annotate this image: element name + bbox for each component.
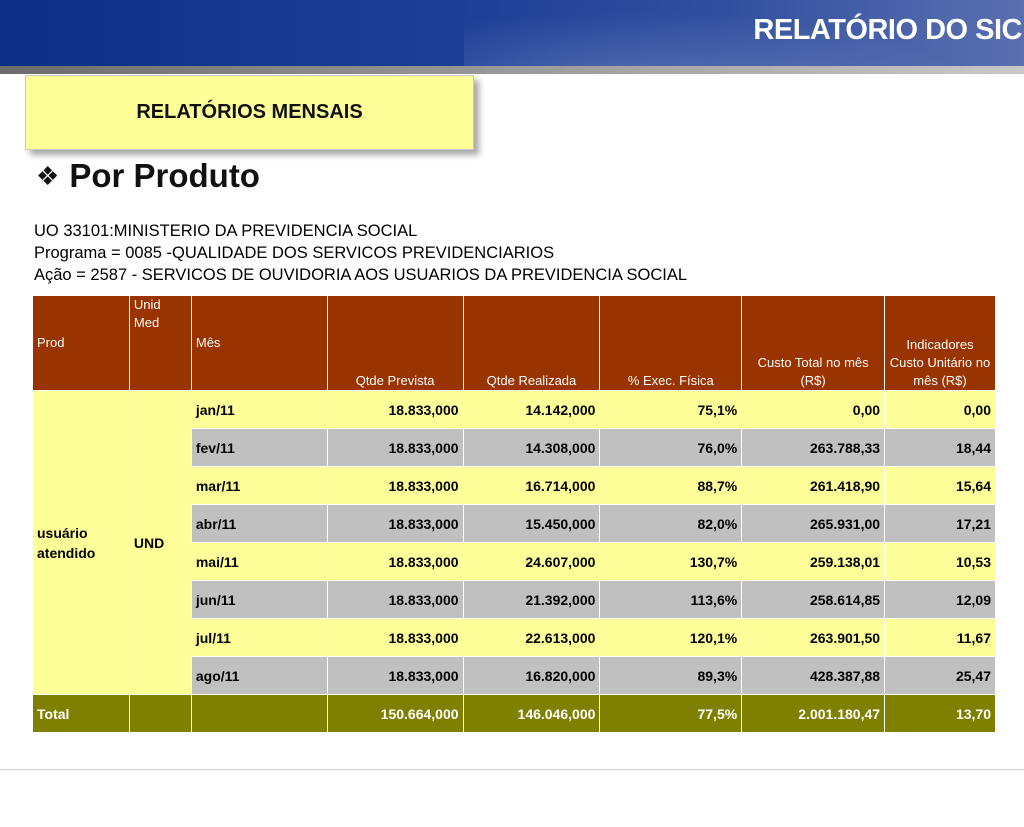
report-title: RELATÓRIO DO SIC [753, 14, 1022, 46]
cell-prod: usuário atendido [32, 390, 130, 695]
cell-realizada: 14.142,000 [462, 390, 601, 429]
cell-total-label: Total [32, 694, 130, 733]
header-custo-total: Custo Total no mês (R$) [741, 295, 886, 391]
cell-total-empty [190, 694, 328, 733]
callout-label: RELATÓRIOS MENSAIS [136, 101, 363, 123]
section-heading: ❖ Por Produto [36, 156, 260, 196]
cell-exec: 76,0% [599, 428, 743, 467]
header-exec-fisica: % Exec. Física [599, 295, 743, 391]
info-programa: Programa = 0085 -QUALIDADE DOS SERVICOS … [34, 244, 555, 262]
table-row: mar/11 18.833,000 16.714,000 88,7% 261.4… [33, 466, 996, 505]
cell-exec: 113,6% [599, 580, 743, 619]
cell-realizada: 22.613,000 [462, 618, 601, 657]
cell-realizada: 24.607,000 [462, 542, 601, 581]
cell-realizada: 21.392,000 [462, 580, 601, 619]
info-uo: UO 33101:MINISTERIO DA PREVIDENCIA SOCIA… [34, 222, 418, 240]
table-row: fev/11 18.833,000 14.308,000 76,0% 263.7… [33, 428, 996, 467]
table-row: ago/11 18.833,000 16.820,000 89,3% 428.3… [33, 656, 996, 695]
cell-total-empty [128, 694, 192, 733]
cell-realizada: 16.714,000 [462, 466, 601, 505]
cell-exec: 120,1% [599, 618, 743, 657]
cell-mes: mar/11 [190, 466, 328, 505]
table-row: usuário atendido UND jan/11 18.833,000 1… [32, 390, 996, 695]
cell-exec: 130,7% [599, 542, 743, 581]
cell-mes: mai/11 [190, 542, 328, 581]
cell-mes: jul/11 [190, 618, 328, 657]
cell-mes: jun/11 [190, 580, 328, 619]
cell-unit: 15,64 [884, 466, 996, 505]
banner-stripe [0, 66, 1024, 74]
cell-unit: 17,21 [884, 504, 996, 543]
cell-total-custo: 2.001.180,47 [741, 694, 886, 733]
callout-box: RELATÓRIOS MENSAIS [25, 75, 474, 150]
cell-custo: 265.931,00 [741, 504, 886, 543]
table-total-row: Total 150.664,000 146.046,000 77,5% 2.00… [32, 694, 996, 733]
cell-prevista: 18.833,000 [326, 390, 464, 429]
footer-divider [0, 769, 1024, 770]
cell-unit: 0,00 [884, 390, 996, 429]
cell-prevista: 18.833,000 [326, 580, 464, 619]
cell-unit: 11,67 [884, 618, 996, 657]
title-banner: RELATÓRIO DO SIC [0, 0, 1024, 66]
info-block: UO 33101:MINISTERIO DA PREVIDENCIA SOCIA… [34, 220, 687, 286]
cell-realizada: 16.820,000 [462, 656, 601, 695]
cell-exec: 75,1% [599, 390, 743, 429]
cell-total-unit: 13,70 [884, 694, 996, 733]
cell-exec: 89,3% [599, 656, 743, 695]
cell-custo: 261.418,90 [741, 466, 886, 505]
cell-prevista: 18.833,000 [326, 618, 464, 657]
cell-prevista: 18.833,000 [326, 656, 464, 695]
cell-unit: 12,09 [884, 580, 996, 619]
cell-prevista: 18.833,000 [326, 428, 464, 467]
cell-total-exec: 77,5% [599, 694, 743, 733]
header-mes: Mês [190, 295, 328, 391]
diamond-bullet-icon: ❖ [36, 161, 60, 191]
cell-prevista: 18.833,000 [326, 466, 464, 505]
report-table: Prod Unid Med Mês Qtde Prevista Qtde Rea… [32, 295, 996, 733]
cell-custo: 258.614,85 [741, 580, 886, 619]
cell-total-realizada: 146.046,000 [462, 694, 601, 733]
cell-realizada: 15.450,000 [462, 504, 601, 543]
cell-mes: fev/11 [190, 428, 328, 467]
table-row: jul/11 18.833,000 22.613,000 120,1% 263.… [33, 618, 996, 657]
cell-mes: jan/11 [190, 390, 328, 429]
cell-custo: 428.387,88 [741, 656, 886, 695]
cell-prevista: 18.833,000 [326, 542, 464, 581]
cell-prevista: 18.833,000 [326, 504, 464, 543]
cell-unid-med: UND [128, 390, 192, 695]
cell-unit: 10,53 [884, 542, 996, 581]
cell-exec: 88,7% [599, 466, 743, 505]
header-unid-med: Unid Med [128, 295, 192, 391]
cell-exec: 82,0% [599, 504, 743, 543]
header-indicadores: Indicadores Custo Unitário no mês (R$) [884, 295, 996, 391]
header-qtde-realizada: Qtde Realizada [462, 295, 601, 391]
cell-custo: 0,00 [741, 390, 886, 429]
cell-total-prevista: 150.664,000 [326, 694, 464, 733]
header-qtde-prevista: Qtde Prevista [326, 295, 464, 391]
table-header-row: Prod Unid Med Mês Qtde Prevista Qtde Rea… [32, 295, 996, 391]
cell-custo: 263.788,33 [741, 428, 886, 467]
banner-decoration [464, 0, 1024, 66]
info-acao: Ação = 2587 - SERVICOS DE OUVIDORIA AOS … [34, 266, 688, 284]
table-row: jun/11 18.833,000 21.392,000 113,6% 258.… [33, 580, 996, 619]
cell-realizada: 14.308,000 [462, 428, 601, 467]
cell-mes: abr/11 [190, 504, 328, 543]
section-title: Por Produto [69, 157, 260, 194]
cell-unit: 18,44 [884, 428, 996, 467]
cell-unit: 25,47 [884, 656, 996, 695]
cell-custo: 263.901,50 [741, 618, 886, 657]
table-row: abr/11 18.833,000 15.450,000 82,0% 265.9… [33, 504, 996, 543]
header-prod: Prod [32, 295, 130, 391]
cell-mes: ago/11 [190, 656, 328, 695]
cell-custo: 259.138,01 [741, 542, 886, 581]
